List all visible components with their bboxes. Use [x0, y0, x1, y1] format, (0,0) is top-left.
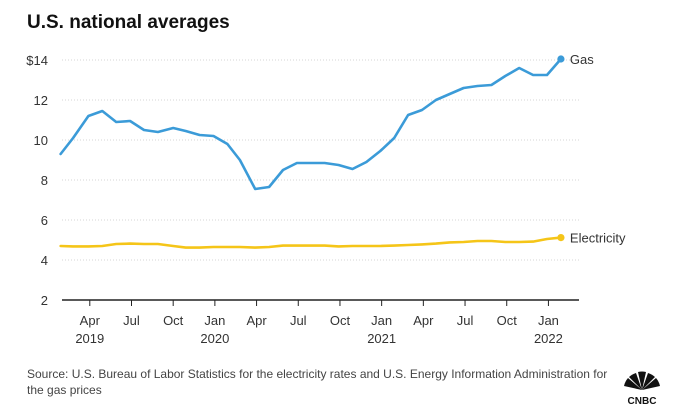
chart-title: U.S. national averages: [27, 12, 230, 33]
x-tick-label: Jan: [371, 313, 392, 328]
x-tick-year-label: 2019: [75, 331, 104, 346]
gas-legend-label: Gas: [570, 52, 594, 67]
x-tick-year-label: 2020: [200, 331, 229, 346]
y-axis-ticks: $14 12 10 8 6 4 2: [26, 53, 48, 308]
x-tick-year-label: 2022: [534, 331, 563, 346]
y-tick-label: 2: [41, 293, 48, 308]
y-tick-label: 10: [34, 133, 48, 148]
x-tick-label: Oct: [163, 313, 184, 328]
y-tick-label: 4: [41, 253, 48, 268]
series-lines: Gas Electricity: [59, 52, 626, 249]
x-tick-label: Oct: [497, 313, 518, 328]
gas-end-point: [557, 55, 565, 63]
x-tick-label: Jan: [204, 313, 225, 328]
x-tick-label: Jul: [290, 313, 307, 328]
electricity-legend-label: Electricity: [570, 231, 626, 246]
x-tick-label: Jul: [123, 313, 140, 328]
y-tick-label: $14: [26, 53, 48, 68]
cnbc-peacock-logo: CNBC: [624, 371, 660, 407]
x-tick-label: Apr: [80, 313, 101, 328]
x-tick-label: Apr: [246, 313, 267, 328]
gas-series-line: [59, 57, 563, 191]
x-tick-label: Jul: [457, 313, 474, 328]
y-tick-label: 12: [34, 93, 48, 108]
x-tick-year-label: 2021: [367, 331, 396, 346]
svg-text:CNBC: CNBC: [628, 396, 657, 407]
grid-lines: [62, 59, 579, 261]
electricity-series-line: [59, 236, 563, 249]
y-tick-label: 6: [41, 213, 48, 228]
source-note: Source: U.S. Bureau of Labor Statistics …: [27, 367, 608, 397]
x-tick-label: Apr: [413, 313, 434, 328]
line-chart: $14 12 10 8 6 4 2 Apr 2019 Jul Oct Jan 2020 Apr Jul Oc…: [26, 52, 626, 346]
x-tick-label: Oct: [330, 313, 351, 328]
y-tick-label: 8: [41, 173, 48, 188]
electricity-end-point: [557, 234, 565, 242]
x-tick-label: Jan: [538, 313, 559, 328]
x-axis-ticks: Apr 2019 Jul Oct Jan 2020 Apr Jul Oct Jan 2021 Apr J…: [75, 300, 563, 346]
